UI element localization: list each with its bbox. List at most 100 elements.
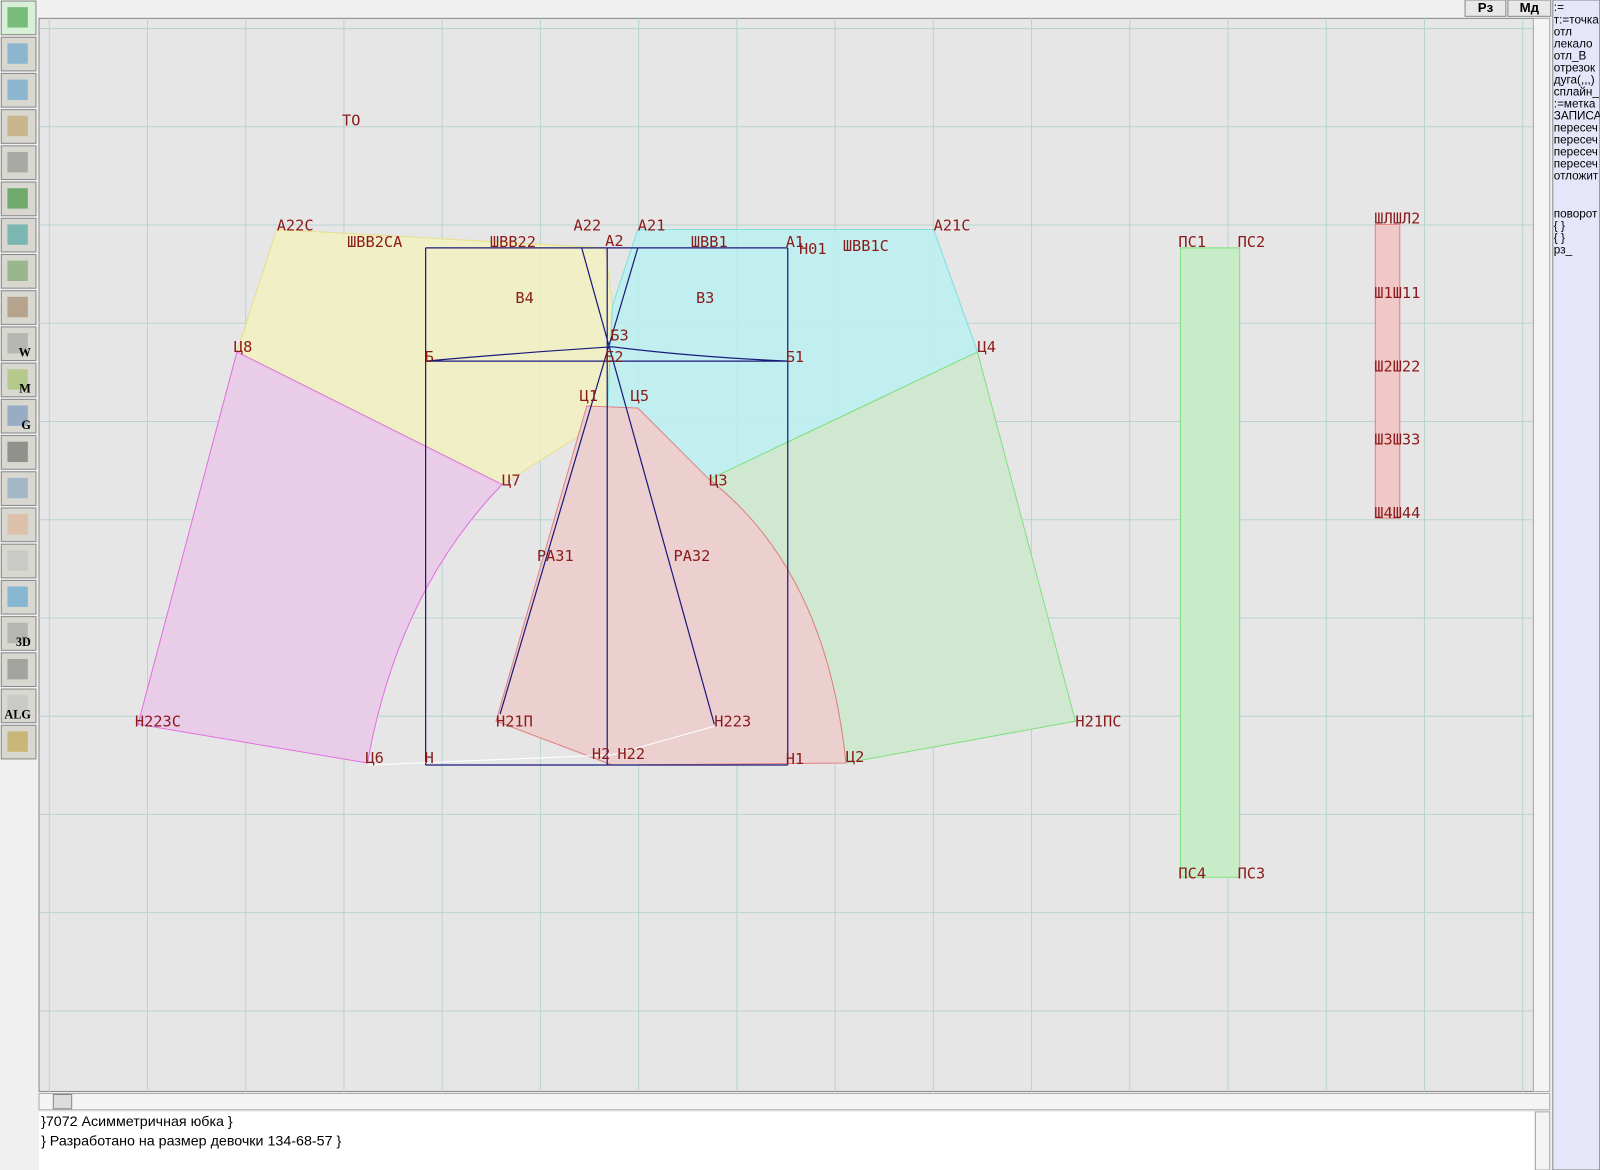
tool-icon <box>7 586 28 607</box>
tool-button[interactable] <box>0 217 37 253</box>
h-scrollbar[interactable] <box>38 1092 1551 1111</box>
point-label: Ш1Ш11 <box>1374 284 1420 302</box>
tool-icon <box>7 296 28 318</box>
point-label: Н <box>425 749 434 767</box>
point-label: А2 <box>605 232 623 250</box>
tool-icon <box>7 79 28 100</box>
command-line: ЗАПИСА <box>1554 110 1600 123</box>
tool-icon-label: 3D <box>16 635 31 649</box>
console <box>39 1111 1534 1170</box>
tool-icon <box>7 514 28 535</box>
console-line: }7072 Асимметричная юбка } <box>41 1114 233 1130</box>
point-label: Н2 <box>592 745 610 763</box>
point-label: ШВВ2СА <box>347 233 402 251</box>
point-label: Н22 <box>617 745 645 763</box>
tool-icon <box>7 188 28 209</box>
tool-icon <box>7 441 28 463</box>
point-label: Ц1 <box>580 387 598 405</box>
tool-icon <box>7 658 28 680</box>
pattern-pieces <box>137 223 1401 878</box>
point-label: Ц8 <box>234 338 252 356</box>
tool-icon <box>7 622 28 644</box>
button-label: Рз <box>1478 0 1494 15</box>
command-line: т:=точка <box>1554 13 1599 26</box>
tool-icon <box>7 695 28 716</box>
point-label: Ц7 <box>502 472 520 490</box>
point-label: А21 <box>638 217 666 235</box>
tool-icon <box>7 115 28 137</box>
point-label: Б <box>425 348 434 366</box>
point-label: ШВВ22 <box>490 233 536 251</box>
point-label: Н21ПС <box>1075 712 1121 730</box>
point-label: РА32 <box>674 547 711 565</box>
point-label: Ц6 <box>365 749 383 767</box>
command-line: пересеч <box>1554 158 1598 171</box>
command-line: дуга(,,,) <box>1554 73 1595 86</box>
command-line: отложит <box>1554 170 1599 183</box>
point-label: ШВВ1С <box>843 237 889 255</box>
command-line: отл_В <box>1554 49 1587 62</box>
tool-icon <box>7 333 28 354</box>
point-label: Н223 <box>714 712 751 730</box>
point-label: Ц2 <box>846 748 864 766</box>
point-label: Б3 <box>610 327 628 345</box>
command-line: пересеч <box>1554 146 1598 159</box>
point-label: Б2 <box>605 348 623 366</box>
piece-belt <box>1374 223 1401 519</box>
console-scrollbar[interactable] <box>1534 1111 1551 1170</box>
button-md[interactable] <box>1507 0 1552 17</box>
point-label: ШЛШЛ2 <box>1374 209 1420 227</box>
point-label: В3 <box>696 289 714 307</box>
tool-button[interactable] <box>0 72 37 108</box>
tool-icon-label: M <box>19 382 31 396</box>
construction-lines <box>425 247 789 766</box>
point-label: В4 <box>515 289 533 307</box>
point-label: ПС2 <box>1238 233 1266 251</box>
point-label: Н1 <box>786 750 804 768</box>
point-label: Ц3 <box>709 472 727 490</box>
command-line: := <box>1554 1 1564 14</box>
command-line: :=метка <box>1554 98 1596 111</box>
command-line: пересеч <box>1554 122 1598 135</box>
command-line: поворот <box>1554 207 1598 220</box>
h-scroll-thumb[interactable] <box>52 1094 73 1110</box>
point-label: А22 <box>574 217 602 235</box>
tool-icon <box>7 405 28 426</box>
tool-icon <box>7 550 28 571</box>
tool-icon-label: W <box>19 346 32 360</box>
point-label: ПС4 <box>1178 864 1206 882</box>
v-scrollbar[interactable] <box>1532 17 1551 1092</box>
point-label: Ц4 <box>977 338 995 356</box>
command-line: пересеч <box>1554 134 1598 147</box>
point-label: Б1 <box>786 348 804 366</box>
command-line: отрезок <box>1554 61 1596 74</box>
piece-magenta <box>137 351 503 764</box>
point-label: ПС1 <box>1178 233 1206 251</box>
tool-icon <box>7 7 28 28</box>
button-label: Мд <box>1520 0 1540 15</box>
point-label: Н21П <box>496 712 533 730</box>
point-label: Н01 <box>799 240 827 258</box>
command-line: { } <box>1554 219 1565 232</box>
command-line: { } <box>1554 231 1565 244</box>
command-line: сплайн_ <box>1554 85 1600 98</box>
point-label: Ц5 <box>631 387 649 405</box>
toolbar: W M G 3D ALG <box>0 0 37 760</box>
tool-icon <box>7 151 28 173</box>
point-label: А22С <box>277 217 314 235</box>
tool-icon <box>7 260 28 282</box>
tool-icon <box>7 369 28 390</box>
tool-icon <box>7 477 28 499</box>
tool-icon-label: ALG <box>4 708 31 722</box>
point-label: Ш2Ш22 <box>1374 357 1420 375</box>
tool-icon <box>7 224 28 245</box>
point-label: А21С <box>934 217 971 235</box>
point-label: Н223С <box>135 712 181 730</box>
command-line: отл <box>1554 25 1572 38</box>
tool-icon <box>7 43 28 64</box>
point-label: ПС3 <box>1238 864 1266 882</box>
point-label: Ш3Ш33 <box>1374 431 1420 449</box>
button-rz[interactable] <box>1464 0 1507 17</box>
